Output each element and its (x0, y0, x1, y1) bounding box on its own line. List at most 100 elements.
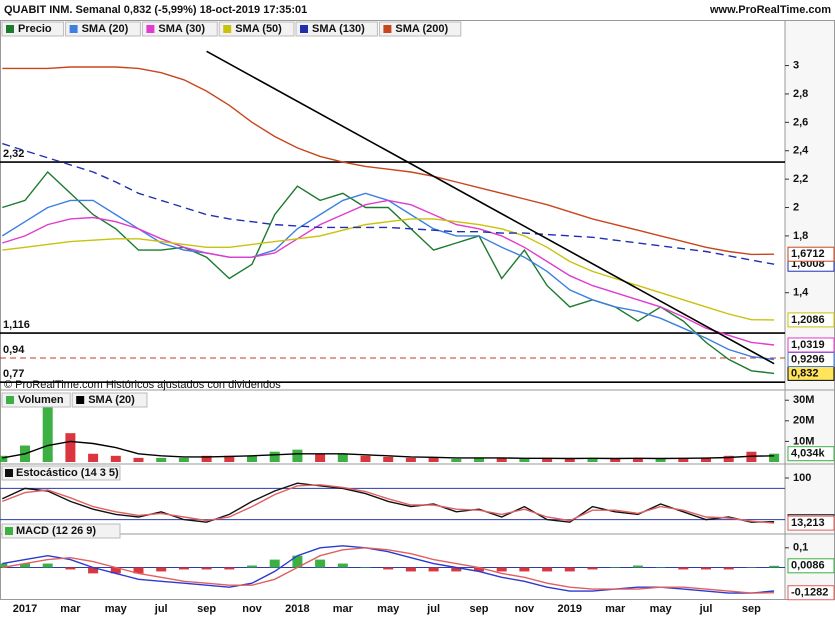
bar (428, 567, 439, 572)
bar (178, 567, 189, 570)
legend-swatch (6, 396, 14, 404)
value-label-box (787, 312, 835, 328)
bar (20, 563, 30, 568)
bar (405, 457, 416, 462)
legend-label: SMA (130) (312, 23, 365, 35)
bar (678, 457, 689, 462)
x-tick-label: sep (470, 603, 489, 615)
y-tick-label: 2,8 (793, 88, 808, 100)
trendline (206, 50, 775, 365)
bar (542, 457, 553, 462)
bar (723, 455, 734, 462)
bar (292, 449, 303, 462)
value-label-box (787, 337, 835, 353)
value-label-box (787, 446, 835, 462)
value-label: 0,9296 (791, 353, 825, 365)
bar (564, 458, 575, 462)
series-line (2, 66, 775, 256)
x-tick-label: mar (60, 603, 81, 615)
bar (224, 567, 235, 570)
bar (723, 567, 734, 570)
value-label-box (787, 352, 835, 368)
bar (315, 453, 326, 462)
bar (542, 567, 553, 572)
bar (247, 455, 257, 462)
x-tick-label: 2017 (13, 603, 37, 615)
x-tick-label: may (105, 603, 128, 615)
bar (337, 453, 348, 462)
legend-box (1, 21, 65, 37)
panel-title: MACD (12 26 9) (16, 525, 96, 537)
legend-label: SMA (50) (235, 23, 282, 35)
bar (201, 567, 212, 570)
value-label: -0,1282 (791, 587, 828, 599)
bar (632, 565, 643, 568)
bar (269, 559, 280, 568)
bar (451, 567, 462, 572)
header-site: www.ProRealTime.com (709, 4, 831, 16)
bar (156, 567, 167, 572)
series-line (2, 484, 775, 524)
x-tick-label: 2018 (285, 603, 309, 615)
bar (769, 453, 780, 462)
bar (587, 567, 598, 570)
header-title: QUABIT INM. Semanal 0,832 (-5,99%) 18-oc… (4, 4, 307, 16)
bar (701, 457, 711, 462)
legend-label: Precio (18, 23, 52, 35)
bar (701, 567, 711, 570)
value-label: 1,0319 (791, 339, 825, 351)
bar (451, 458, 462, 462)
y-tick-label: 10M (793, 435, 814, 447)
bar (405, 567, 416, 572)
horizontal-line-label: 1,116 (3, 319, 30, 331)
value-label: 1,2086 (791, 314, 825, 326)
y-tick-label: 1,8 (793, 230, 808, 242)
bar (564, 567, 575, 572)
legend-swatch (76, 396, 85, 404)
bar (110, 567, 121, 574)
legend-swatch (383, 25, 392, 33)
legend-label: Volumen (18, 394, 64, 406)
bar (610, 458, 621, 462)
value-label: 13,213 (791, 517, 825, 529)
x-tick-label: may (650, 603, 673, 615)
bar (519, 567, 530, 572)
y-tick-label: 1,4 (793, 287, 809, 299)
legend-swatch (300, 25, 308, 33)
legend-label: SMA (20) (82, 23, 129, 35)
legend-box (1, 523, 121, 539)
legend-swatch (5, 469, 13, 477)
x-tick-label: mar (605, 603, 626, 615)
value-label: 0,832 (791, 367, 819, 379)
value-label: 0,0086 (791, 560, 825, 572)
legend-swatch (223, 25, 232, 33)
x-tick-label: jul (154, 603, 168, 615)
y-tick-label: 20M (793, 415, 814, 427)
bar (383, 456, 394, 462)
x-tick-label: mar (333, 603, 354, 615)
horizontal-line-label: 0,94 (3, 344, 25, 356)
bar (337, 563, 348, 568)
bar (428, 457, 439, 462)
horizontal-line-label: 2,32 (3, 148, 24, 160)
bar (0, 563, 8, 568)
legend-box (1, 465, 121, 481)
value-label-box (787, 515, 835, 531)
bar (156, 457, 167, 462)
series-line (2, 545, 775, 594)
legend-swatch (5, 527, 13, 535)
right-axis-band (785, 20, 835, 600)
horizontal-line-label: 0,77 (3, 368, 24, 380)
legend-box (1, 392, 71, 408)
series-line (2, 440, 775, 460)
bar (110, 455, 121, 462)
bar (65, 433, 76, 462)
y-tick-label: 2,6 (793, 116, 808, 128)
value-label-box (787, 585, 835, 601)
x-tick-label: sep (742, 603, 761, 615)
legend-label: SMA (20) (88, 394, 135, 406)
series-line (2, 170, 775, 375)
